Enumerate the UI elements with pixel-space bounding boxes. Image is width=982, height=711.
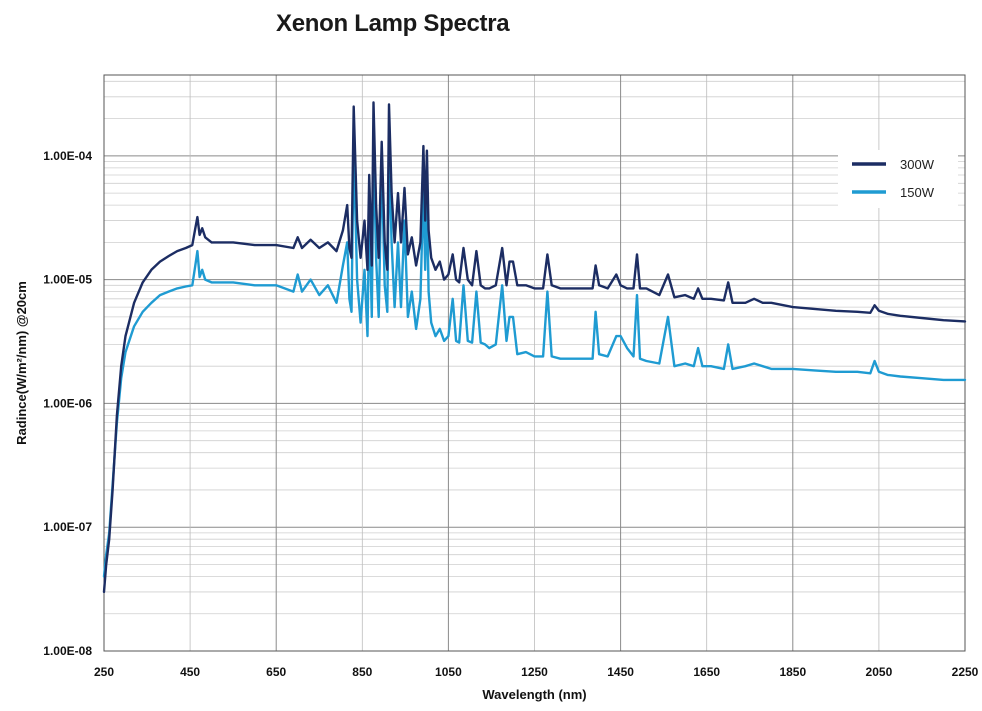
legend-box [838,150,958,208]
series-layer [102,101,967,594]
x-tick-label: 2250 [952,665,979,679]
series-line-150w [102,138,967,578]
x-tick-label: 850 [352,665,372,679]
y-tick-label: 1.00E-06 [43,396,92,410]
x-tick-label: 250 [94,665,114,679]
chart-title: Xenon Lamp Spectra [276,10,510,37]
x-tick-label: 1650 [693,665,720,679]
x-axis-label: Wavelength (nm) [482,687,586,702]
legend-label-150w: 150W [900,185,935,200]
x-tick-label: 1450 [607,665,634,679]
y-tick-label: 1.00E-08 [43,644,92,658]
x-tick-label: 1250 [521,665,548,679]
y-tick-label: 1.00E-05 [43,273,92,287]
y-tick-label: 1.00E-04 [43,149,92,163]
legend: 300W 150W [838,150,958,208]
legend-label-300w: 300W [900,157,935,172]
y-axis-label: Radince(W/m²/nm) @20cm [14,281,29,445]
y-tick-labels: 1.00E-08 1.00E-07 1.00E-06 1.00E-05 1.00E-04 [43,149,92,658]
x-tick-label: 450 [180,665,200,679]
plot-frame [103,74,966,652]
x-tick-label: 2050 [866,665,893,679]
y-tick-label: 1.00E-07 [43,520,92,534]
x-tick-labels: 250 450 650 850 1050 1250 1450 1650 1850 2050 2250 [94,665,979,679]
x-tick-label: 650 [266,665,286,679]
x-tick-label: 1850 [779,665,806,679]
x-tick-label: 1050 [435,665,462,679]
series-line-300w [102,101,967,594]
